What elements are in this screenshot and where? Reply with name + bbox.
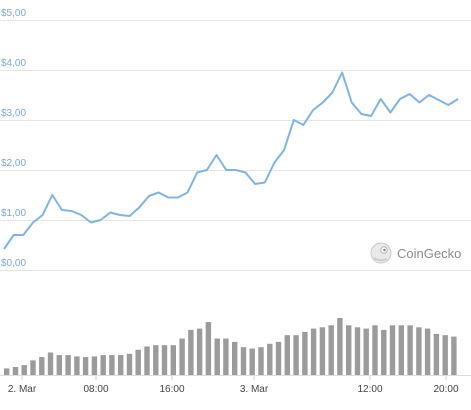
volume-bar [354,327,361,375]
y-tick-label: $2,00 [1,158,26,169]
volume-bar [389,325,396,375]
volume-bar [249,348,255,375]
y-tick-label: $3,00 [1,108,26,119]
coingecko-watermark: CoinGecko [370,242,461,264]
volume-bar [284,335,290,375]
volume-bar [65,355,71,375]
volume-bar [319,327,326,375]
y-tick-label: $1,00 [1,208,26,219]
volume-bar [12,367,19,375]
volume-bar [381,329,387,375]
volume-bar [310,328,317,375]
volume-bar [135,349,141,375]
x-tick-label: 08:00 [83,384,108,395]
volume-bar [442,335,448,375]
volume-bar [21,365,27,375]
x-tick-label: 2. Mar [8,384,37,395]
volume-bar [232,341,238,375]
volume-bar [293,335,299,375]
x-tick-label: 12:00 [357,384,382,395]
volume-bar [337,318,343,375]
volume-bar [433,333,440,375]
y-tick-label: $5,00 [1,8,26,19]
volume-bar [223,338,229,375]
price-gridlines [0,20,471,271]
volume-bars [4,318,457,375]
watermark-text: CoinGecko [397,246,461,261]
volume-bar [39,357,45,375]
volume-bar [398,325,404,375]
volume-bar [240,347,247,375]
x-tick-label: 16:00 [159,384,184,395]
volume-bar [214,338,220,375]
volume-bar [179,338,185,375]
volume-bar [416,327,422,375]
volume-bar [91,356,98,375]
volume-bar [144,346,150,375]
volume-bar [372,325,378,375]
volume-bar [126,353,133,375]
volume-bar [424,328,431,375]
volume-bar [275,341,282,375]
volume-bar [188,329,194,375]
volume-bar [258,347,264,375]
volume-bar [161,345,168,375]
volume-bar [346,325,352,375]
volume-bar [4,368,10,375]
volume-bar [47,352,54,375]
volume-bar [328,325,334,375]
volume-bar [196,328,203,375]
volume-bar [118,355,124,375]
volume-bar [100,355,106,375]
x-tick-label: 20:00 [433,384,458,395]
volume-bar [170,345,176,375]
price-line [3,71,459,250]
gecko-logo-icon [370,242,392,264]
volume-bar [407,325,413,375]
y-tick-label: $4,00 [1,58,26,69]
volume-bar [451,336,457,375]
volume-bar [302,331,308,375]
volume-bar [82,357,89,375]
volume-bar [56,355,62,375]
volume-bar [153,345,159,375]
volume-bar [363,328,369,375]
price-y-axis-ticks: $0,00 $1,00 $2,00 $3,00 $4,00 $5,00 [1,8,26,269]
volume-bar [30,360,36,375]
x-tick-label: 3. Mar [240,384,269,395]
volume-bar [109,355,115,375]
volume-bar [267,343,273,375]
volume-bar [205,322,212,375]
y-tick-label: $0,00 [1,258,26,269]
time-x-axis-ticks: 2. Mar 08:00 16:00 3. Mar 12:00 20:00 [8,376,459,395]
volume-bar [74,356,80,375]
